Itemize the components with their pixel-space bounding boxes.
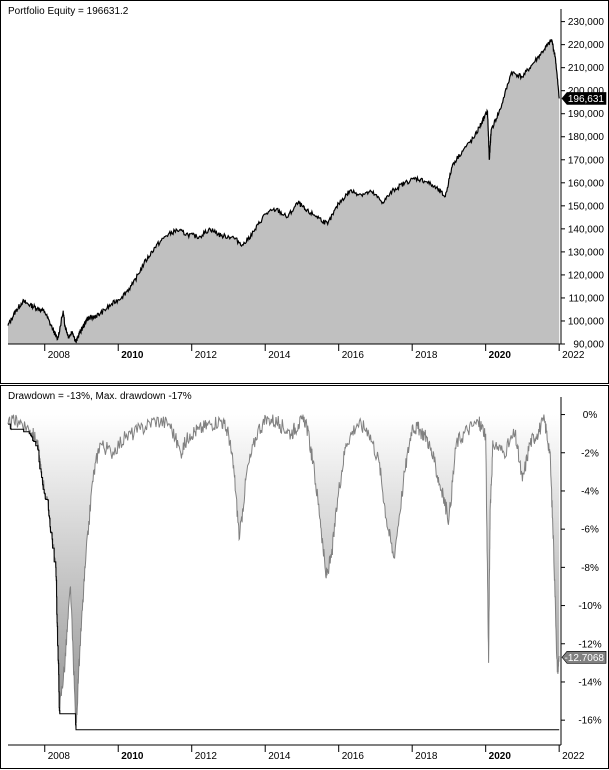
y-tick-label: -2% [581,448,599,459]
x-tick-label: 2020 [489,350,512,361]
y-tick-label: 170,000 [568,155,605,166]
y-tick-label: -16% [578,716,601,727]
x-tick-label: 2016 [342,751,365,762]
max-drawdown-line [8,423,560,731]
chart-title: Drawdown = -13%, Max. drawdown -17% [8,391,192,402]
x-tick-label: 2010 [121,751,144,762]
y-tick-label: -4% [581,486,599,497]
x-tick-label: 2014 [268,751,291,762]
last-value-label: 196,631 [568,94,605,105]
drawdown-area [8,414,560,730]
x-tick-label: 2012 [195,751,218,762]
y-tick-label: -8% [581,563,599,574]
last-value-marker [561,650,607,664]
y-tick-label: 0% [583,410,598,421]
y-tick-label: 190,000 [568,109,605,120]
x-tick-label: 2012 [195,350,218,361]
last-value-label: -12.7068 [565,653,605,664]
x-tick-label: 2022 [562,350,585,361]
y-tick-label: 150,000 [568,201,605,212]
x-tick-label: 2016 [342,350,365,361]
y-tick-label: 110,000 [569,293,605,304]
x-tick-label: 2018 [415,751,438,762]
y-tick-label: 120,000 [568,270,605,281]
y-tick-label: 130,000 [568,247,605,258]
y-tick-label: 90,000 [573,340,604,351]
y-tick-label: 180,000 [568,132,605,143]
y-tick-label: 220,000 [568,40,605,51]
y-tick-label: 210,000 [568,63,605,74]
x-tick-label: 2022 [562,751,585,762]
equity-area [8,39,560,344]
last-value-marker [561,92,607,105]
y-tick-label: -12% [578,639,601,650]
x-tick-label: 2008 [48,350,71,361]
x-tick-label: 2020 [489,751,512,762]
y-tick-label: -14% [578,677,601,688]
y-tick-label: 160,000 [568,178,605,189]
equity-line [7,38,560,344]
x-tick-label: 2010 [121,350,144,361]
y-tick-label: 140,000 [568,224,605,235]
x-tick-label: 2008 [48,751,71,762]
y-tick-label: -10% [578,601,601,612]
y-tick-label: 230,000 [568,17,605,28]
chart-title: Portfolio Equity = 196631.2 [8,6,129,17]
y-tick-label: -6% [581,525,599,536]
x-tick-label: 2018 [415,350,438,361]
drawdown-line [7,414,560,730]
equity-chart: 230,000 220,000 210,000 200,000 190,000 180,0… [0,0,609,384]
y-tick-label: 100,000 [568,316,605,327]
x-tick-label: 2014 [268,350,291,361]
drawdown-chart: 0% -2% -4% -6% -8% -10% -12% -14% -16% 2008 2010 20… [0,385,609,769]
y-tick-label: 200,000 [568,86,605,97]
